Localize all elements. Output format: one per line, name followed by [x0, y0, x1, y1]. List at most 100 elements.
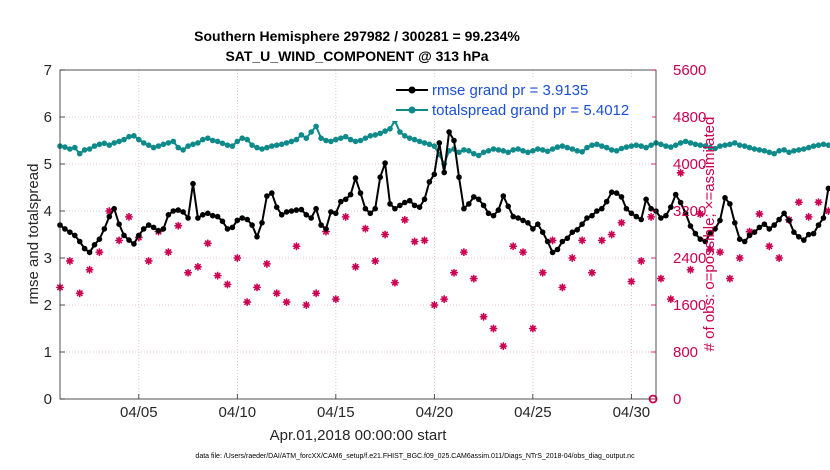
rmse-point: [372, 205, 379, 212]
obs-stroke: [194, 263, 201, 270]
obs-point: [420, 236, 429, 245]
obs-stroke: [726, 275, 733, 282]
chart-title-line2: SAT_U_WIND_COMPONENT @ 313 hPa: [225, 48, 488, 64]
obs-point: [292, 242, 301, 251]
obs-point: [75, 289, 84, 298]
spread-point: [791, 148, 797, 154]
rmse-point: [244, 216, 250, 223]
spread-point: [244, 136, 250, 143]
obs-stroke: [707, 246, 714, 253]
legend-spread-label: totalspread grand pr = 5.4012: [432, 102, 629, 119]
obs-point: [814, 198, 823, 207]
obs-stroke: [480, 313, 487, 320]
rmse-point: [756, 224, 763, 231]
rmse-point: [746, 232, 753, 239]
obs-point: [105, 207, 114, 215]
rmse-point: [539, 229, 546, 235]
spread-point: [643, 144, 649, 151]
legend-box: [390, 79, 652, 121]
rmse-point: [820, 215, 827, 221]
y2-tick-label: 2400: [673, 250, 706, 267]
obs-stroke: [313, 290, 320, 297]
spread-point: [579, 149, 585, 155]
obs-stroke: [332, 296, 339, 303]
obs-point: [361, 224, 370, 233]
spread-point: [505, 149, 512, 156]
obs-stroke: [224, 281, 231, 288]
rmse-point: [668, 204, 674, 210]
legend: rmse grand pr = 3.9135 totalspread grand…: [390, 79, 652, 121]
spread-point: [140, 140, 147, 146]
obs-stroke: [569, 254, 576, 262]
plot-frame: [59, 69, 657, 400]
obs-stroke: [451, 269, 458, 276]
y-tick-label: 6: [44, 109, 52, 126]
spread-point: [736, 142, 743, 148]
spread-point: [372, 132, 379, 138]
spread-point: [382, 128, 388, 134]
obs-point: [725, 274, 734, 283]
spread-point: [687, 140, 694, 146]
grid-lines: [60, 70, 656, 399]
rmse-point: [682, 210, 689, 217]
obs-stroke: [234, 254, 241, 262]
rmse-point: [406, 197, 413, 204]
spread-point: [62, 144, 68, 150]
rmse-point: [224, 226, 231, 232]
obs-point: [351, 262, 360, 271]
rmse-point: [505, 203, 512, 210]
obs-stroke: [175, 222, 182, 229]
rmse-point: [485, 210, 492, 217]
spread-point: [805, 144, 812, 151]
rmse-point: [175, 207, 181, 213]
rmse-point: [564, 235, 571, 242]
obs-stroke: [579, 237, 586, 244]
spread-point: [264, 144, 270, 151]
spread-point: [539, 147, 546, 153]
obs-stroke: [86, 266, 93, 273]
rmse-point: [273, 204, 280, 210]
rmse-point: [796, 234, 802, 240]
obs-point: [390, 278, 399, 287]
spread-point: [209, 137, 216, 144]
chart-title-line1: Southern Hemisphere 297982 / 300281 = 99…: [194, 28, 520, 44]
rmse-point: [234, 217, 241, 224]
rmse-point: [707, 230, 713, 237]
obs-point: [597, 236, 606, 245]
rmse-point: [687, 223, 694, 229]
obs-point: [253, 283, 262, 292]
obs-stroke: [736, 254, 743, 262]
rmse-point: [259, 220, 265, 226]
rmse-point: [623, 205, 630, 212]
rmse-point: [613, 190, 620, 196]
rmse-point: [76, 238, 83, 245]
rmse-point: [466, 201, 472, 207]
spread-point: [155, 143, 162, 149]
rmse-point: [648, 205, 654, 212]
rmse-point: [599, 205, 605, 212]
rmse-point: [387, 201, 393, 207]
rmse-point: [67, 229, 73, 235]
obs-stroke: [677, 169, 684, 176]
spread-point: [303, 135, 310, 141]
rmse-point: [347, 191, 354, 198]
rmse-point: [490, 212, 497, 219]
rmse-point: [333, 210, 339, 217]
spread-point: [298, 132, 305, 138]
obs-point: [341, 212, 350, 221]
spread-point: [820, 141, 827, 148]
rmse-point: [131, 241, 137, 247]
rmse-point: [510, 213, 516, 220]
spread-point: [86, 146, 93, 152]
spread-point: [786, 149, 792, 156]
rmse-point: [170, 208, 177, 214]
rmse-point: [318, 222, 324, 228]
spread-point: [323, 137, 329, 144]
spread-point: [663, 143, 669, 149]
spread-point: [259, 146, 265, 152]
obs-point: [312, 289, 321, 298]
obs-point: [115, 236, 124, 245]
obs-point: [558, 283, 567, 292]
rmse-point: [810, 230, 817, 237]
obs-stroke: [549, 237, 556, 244]
